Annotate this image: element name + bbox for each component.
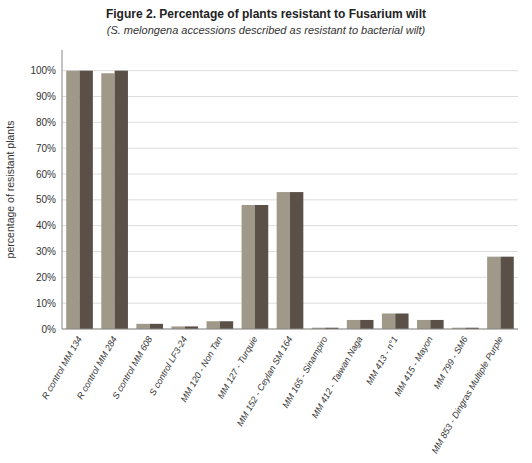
chart: Figure 2. Percentage of plants resistant… (0, 0, 532, 463)
y-tick-label: 20% (36, 272, 56, 283)
x-tick-label: MM 413 - n°1 (364, 335, 400, 387)
bar (255, 205, 268, 329)
grid-line (62, 70, 518, 71)
bar (207, 321, 220, 329)
y-tick-labels: 0% 10% 20% 30% 40% 50% 60% 70% 80% 90% 100% (30, 65, 56, 334)
bar (487, 257, 500, 329)
bar (360, 320, 373, 329)
bar (290, 192, 303, 329)
bar (101, 73, 114, 329)
y-tick-label: 50% (36, 194, 56, 205)
y-tick-label: 90% (36, 91, 56, 102)
y-tick-label: 80% (36, 117, 56, 128)
grid-line (62, 329, 518, 330)
grid-line (62, 122, 518, 123)
bar (277, 192, 290, 329)
y-tick-label: 0% (42, 324, 57, 335)
bar (136, 324, 149, 329)
x-tick-label: MM 412 - Taiwan Naga (310, 335, 365, 420)
bar (115, 71, 128, 329)
y-tick-label: 10% (36, 298, 56, 309)
y-axis-line (62, 50, 63, 329)
x-tick-label: MM 799 - SM6 (432, 335, 470, 391)
bars (66, 71, 514, 329)
bar (500, 257, 513, 329)
x-tick-label: MM 152 - Ceylan SM 164 (235, 335, 295, 428)
x-tick-label: S control LF3-24 (147, 335, 189, 398)
y-tick-label: 70% (36, 143, 56, 154)
y-tick-label: 40% (36, 220, 56, 231)
x-tick-labels: R control MM 134R control MM 284S contro… (40, 335, 505, 456)
grid (62, 71, 518, 329)
bar (430, 320, 443, 329)
bar (395, 314, 408, 330)
bar (347, 320, 360, 329)
x-axis-line (62, 329, 518, 330)
grid-line (62, 96, 518, 97)
y-tick-label: 30% (36, 246, 56, 257)
y-axis-label: percentage of resistant plants (4, 121, 16, 259)
bar (66, 71, 79, 329)
bar (417, 320, 430, 329)
grid-line (62, 148, 518, 149)
bar (220, 321, 233, 329)
bar (382, 314, 395, 330)
x-tick-label: MM 415 - Mayon (392, 335, 434, 398)
y-tick-label: 100% (30, 65, 56, 76)
title: Figure 2. Percentage of plants resistant… (106, 7, 426, 21)
bar (80, 71, 93, 329)
subtitle: (S. melongena accessions described as re… (107, 24, 426, 36)
y-tick-label: 60% (36, 169, 56, 180)
bar (242, 205, 255, 329)
x-tick-label: MM 853 - Dingras Multiple Purple (429, 335, 504, 456)
bar (150, 324, 163, 329)
grid-line (62, 174, 518, 175)
